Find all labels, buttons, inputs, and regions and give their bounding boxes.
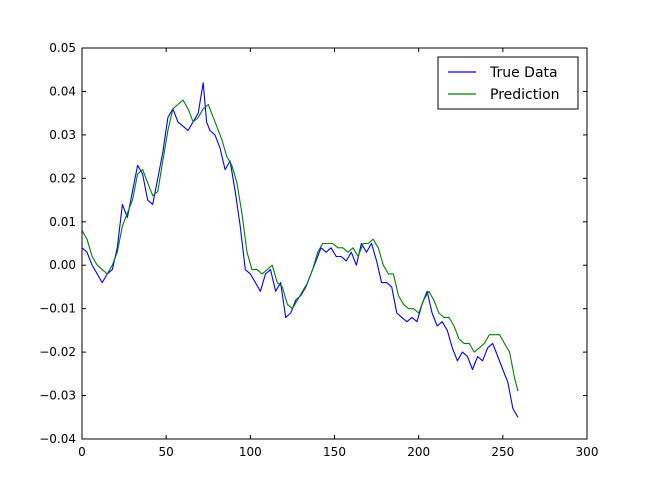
y-tick-label: −0.04 — [39, 432, 76, 446]
y-tick-label: 0.00 — [49, 258, 76, 272]
y-tick-label: 0.03 — [49, 128, 76, 142]
y-tick-label: 0.01 — [49, 215, 76, 229]
y-axis: −0.04 −0.03 −0.02 −0.01 0.00 0.01 0.02 0.03 0.04… — [39, 41, 587, 446]
legend-label-true-data: True Data — [489, 65, 558, 81]
y-tick-label: 0.05 — [49, 41, 76, 55]
y-tick-label: −0.03 — [39, 389, 76, 403]
x-tick-label: 200 — [407, 445, 430, 459]
x-tick-label: 250 — [491, 445, 514, 459]
legend: True Data Prediction — [437, 56, 579, 110]
x-tick-label: 0 — [78, 445, 86, 459]
series-layer — [81, 82, 519, 418]
x-tick-label: 150 — [323, 445, 346, 459]
x-tick-label: 300 — [576, 445, 599, 459]
series-line-prediction — [81, 99, 519, 392]
legend-box — [437, 56, 579, 110]
y-tick-label: −0.02 — [39, 345, 76, 359]
y-tick-label: 0.04 — [49, 84, 76, 98]
y-tick-label: −0.01 — [39, 302, 76, 316]
y-tick-label: 0.02 — [49, 171, 76, 185]
legend-label-prediction: Prediction — [490, 87, 560, 103]
x-axis: 0 50 100 150 200 250 300 — [78, 48, 598, 459]
x-tick-label: 100 — [239, 445, 262, 459]
x-tick-label: 50 — [159, 445, 174, 459]
